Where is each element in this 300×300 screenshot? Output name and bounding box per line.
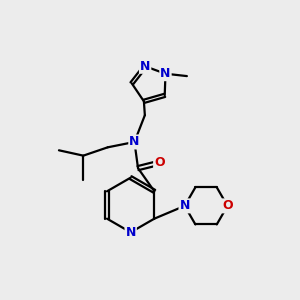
Text: N: N (129, 136, 140, 148)
Text: N: N (160, 67, 171, 80)
Text: N: N (125, 226, 136, 239)
Text: O: O (222, 200, 233, 212)
Text: N: N (140, 60, 150, 73)
Text: N: N (179, 200, 190, 212)
Text: O: O (154, 156, 165, 169)
